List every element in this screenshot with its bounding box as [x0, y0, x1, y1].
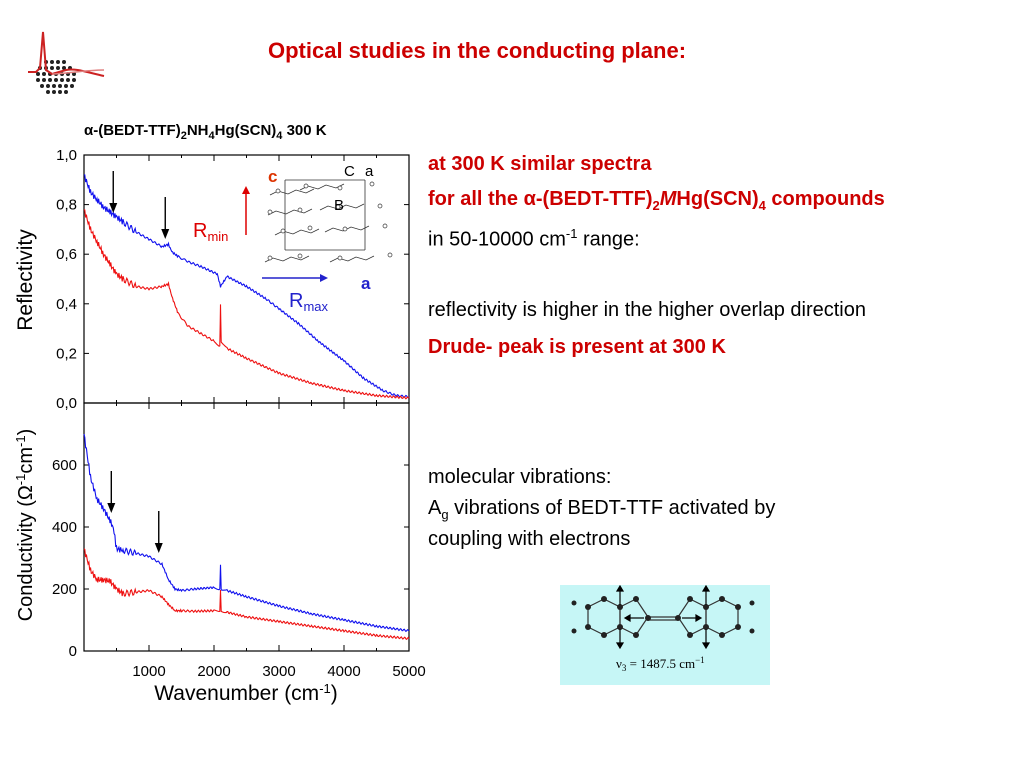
rmax-label: Rmax — [289, 290, 329, 314]
svg-text:a: a — [365, 163, 374, 180]
wavenumber-axis-label: Wavenumber (cm-1) — [154, 681, 338, 705]
axis-c-label: c — [268, 167, 277, 186]
feature-arrow-head — [109, 203, 118, 213]
x-tick-label: 5000 — [392, 663, 425, 680]
vibration-frequency-caption: ν3 = 1487.5 cm−1 — [616, 655, 705, 673]
y-tick-label: 0,2 — [56, 345, 77, 362]
x-tick-label: 1000 — [132, 663, 165, 680]
bullet-ag-vibrations: Ag vibrations of BEDT-TTF activated by — [428, 497, 776, 522]
bullet-molecular-vibrations: molecular vibrations: — [428, 466, 612, 488]
crystal-structure-inset: C B a — [262, 163, 402, 276]
svg-text:C: C — [344, 163, 355, 180]
x-tick-label: 3000 — [262, 663, 295, 680]
conductivity-series-rmax — [83, 433, 410, 633]
x-tick-label: 2000 — [197, 663, 230, 680]
axis-a-label: a — [361, 274, 371, 293]
rmin-label: Rmin — [193, 220, 228, 244]
bullet-range: in 50-10000 cm-1 range: — [428, 226, 640, 251]
reflectivity-axis-label: Reflectivity — [14, 229, 37, 331]
chart-title: α-(BEDT-TTF)2NH4Hg(SCN)4 300 K — [84, 122, 327, 142]
bullet-similar-spectra: at 300 K similar spectra — [428, 153, 652, 175]
y-tick-label: 0 — [69, 643, 77, 660]
institute-logo — [28, 31, 105, 94]
conductivity-series-rmin — [83, 548, 410, 641]
feature-arrow-head — [154, 543, 163, 553]
x-tick-label: 4000 — [327, 663, 360, 680]
y-tick-label: 400 — [52, 519, 77, 536]
feature-arrow-head — [107, 503, 116, 513]
slide-title: Optical studies in the conducting plane: — [268, 38, 687, 63]
y-tick-label: 0,8 — [56, 197, 77, 214]
bullet-all-compounds: for all the α-(BEDT-TTF)2MHg(SCN)4 compo… — [428, 188, 885, 213]
y-tick-label: 0,4 — [56, 296, 77, 313]
y-tick-label: 0,6 — [56, 246, 77, 263]
conductivity-panel-frame — [83, 402, 410, 652]
reflectivity-series-rmin — [83, 209, 410, 400]
feature-arrow-head — [161, 229, 170, 239]
y-tick-label: 0,0 — [56, 395, 77, 412]
conductivity-axis-label: Conductivity (Ω-1cm-1) — [13, 429, 37, 622]
bedt-ttf-molecule-diagram: ν3 = 1487.5 cm−1 — [560, 585, 770, 685]
y-tick-label: 200 — [52, 581, 77, 598]
optical-spectra-figure: α-(BEDT-TTF)2NH4Hg(SCN)4 300 K 0,0 0,2 0,4… — [13, 122, 426, 705]
bullet-reflectivity: reflectivity is higher in the higher ove… — [428, 299, 866, 321]
reflectivity-series-rmax — [83, 174, 410, 399]
y-tick-label: 600 — [52, 457, 77, 474]
y-tick-label: 1,0 — [56, 147, 77, 164]
logo-dot-grid — [36, 60, 76, 94]
bullet-coupling: coupling with electrons — [428, 528, 631, 550]
svg-text:B: B — [334, 197, 344, 214]
logo-signal-curve — [28, 31, 105, 77]
bullet-drude-peak: Drude- peak is present at 300 K — [428, 336, 726, 358]
